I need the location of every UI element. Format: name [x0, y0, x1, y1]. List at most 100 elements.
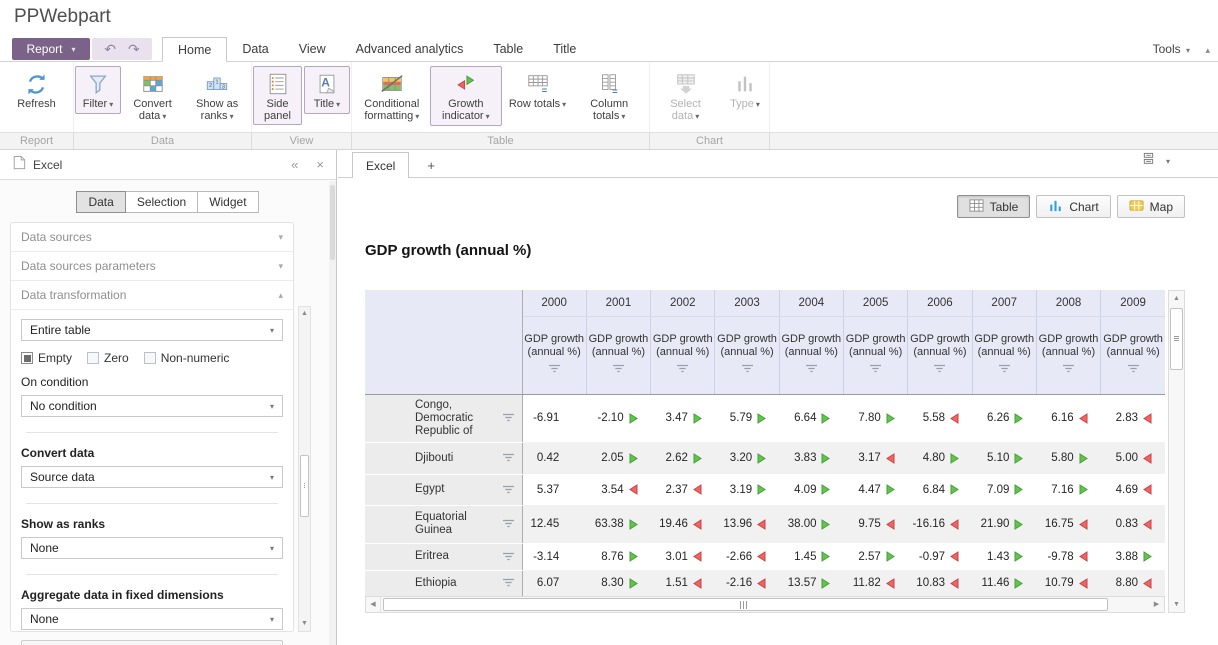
ribbon-tab-home[interactable]: Home: [162, 37, 228, 62]
filter-icon[interactable]: [502, 578, 515, 591]
show-as-ranks-button[interactable]: 2 1 3 Show as ranks ▾: [184, 66, 250, 126]
year-column-header[interactable]: 2003: [714, 290, 780, 317]
chart-view-button[interactable]: Chart: [1036, 195, 1111, 218]
filter-icon[interactable]: [523, 364, 586, 377]
measure-column-header[interactable]: GDP growth (annual %): [650, 316, 715, 395]
filter-icon[interactable]: [973, 364, 1036, 377]
scroll-left-icon[interactable]: ◀: [366, 597, 381, 612]
scrollbar-thumb[interactable]: [383, 598, 1108, 611]
aggregate-select[interactable]: None ▾: [21, 608, 283, 630]
year-column-header[interactable]: 2008: [1035, 290, 1101, 317]
year-column-header[interactable]: 2005: [842, 290, 908, 317]
year-column-header[interactable]: 2000: [521, 290, 587, 317]
year-column-header[interactable]: 2007: [971, 290, 1037, 317]
panel-scrollbar[interactable]: ▲ ▼: [298, 306, 311, 632]
checkbox-zero[interactable]: Zero: [87, 351, 129, 365]
outer-scrollbar-thumb[interactable]: [330, 185, 335, 260]
panel-tab-widget[interactable]: Widget: [197, 191, 259, 213]
section-data-sources-parameters[interactable]: Data sources parameters ▾: [11, 252, 293, 281]
checkbox-empty[interactable]: Empty: [21, 351, 72, 365]
filter-icon[interactable]: [844, 364, 907, 377]
filter-icon: [86, 70, 110, 98]
measure-column-header[interactable]: GDP growth (annual %): [842, 316, 908, 395]
close-panel-icon[interactable]: ×: [316, 157, 324, 172]
widget-tab-excel[interactable]: Excel: [352, 152, 410, 178]
column-totals-button[interactable]: = Column totals ▾: [573, 66, 645, 126]
measure-column-header[interactable]: GDP growth (annual %): [1035, 316, 1101, 395]
scrollbar-thumb[interactable]: [1170, 308, 1183, 370]
section-data-sources[interactable]: Data sources ▾: [11, 223, 293, 252]
measure-column-header[interactable]: GDP growth (annual %): [714, 316, 780, 395]
checkbox-box[interactable]: [21, 352, 33, 364]
row-totals-button[interactable]: = Row totals ▾: [504, 66, 571, 114]
ribbon-tab-view[interactable]: View: [298, 42, 326, 56]
section-data-transformation[interactable]: Data transformation ▴: [11, 281, 293, 310]
collapse-ribbon-button[interactable]: ▴: [1205, 45, 1210, 55]
checkbox-non-numeric[interactable]: Non-numeric: [143, 351, 229, 365]
filter-button[interactable]: Filter ▾: [75, 66, 121, 114]
filter-icon[interactable]: [502, 453, 515, 466]
year-column-header[interactable]: 2001: [585, 290, 651, 317]
filter-icon[interactable]: [502, 413, 515, 426]
checkbox-box[interactable]: [87, 352, 100, 364]
scroll-up-icon[interactable]: ▲: [1173, 295, 1180, 302]
measure-column-header[interactable]: GDP growth (annual %): [521, 316, 587, 395]
conditional-formatting-button[interactable]: Conditional formatting ▾: [356, 66, 428, 126]
ranks-select[interactable]: None ▾: [21, 537, 283, 559]
checkbox-box[interactable]: [143, 352, 156, 364]
convert-data-select[interactable]: Source data ▾: [21, 466, 283, 488]
undo-icon[interactable]: ↶: [104, 40, 116, 57]
condition-select[interactable]: No condition ▾: [21, 395, 283, 417]
scrollbar-thumb[interactable]: [300, 455, 309, 517]
panel-tab-data[interactable]: Data: [76, 191, 126, 213]
measure-column-header[interactable]: GDP growth (annual %): [907, 316, 973, 395]
scroll-up-icon[interactable]: ▲: [301, 310, 308, 317]
year-column-header[interactable]: 2002: [650, 290, 715, 317]
report-menu-button[interactable]: Report ▾: [12, 38, 90, 60]
filter-icon[interactable]: [1037, 364, 1100, 377]
refresh-button[interactable]: Refresh: [12, 66, 61, 113]
filter-icon[interactable]: [502, 485, 515, 498]
filter-icon[interactable]: [502, 519, 515, 532]
year-column-header[interactable]: 2009: [1100, 290, 1165, 317]
redo-icon[interactable]: ↷: [128, 40, 140, 57]
panel-tab-selection[interactable]: Selection: [124, 191, 199, 213]
filter-icon[interactable]: [715, 364, 778, 377]
scroll-down-icon[interactable]: ▼: [1173, 601, 1180, 608]
add-widget-tab-button[interactable]: +: [427, 158, 435, 173]
filter-icon[interactable]: [587, 364, 650, 377]
growth-indicator-button[interactable]: Growth indicator ▾: [429, 66, 502, 126]
ribbon-tab-advanced-analytics[interactable]: Advanced analytics: [355, 42, 464, 56]
table-vertical-scrollbar[interactable]: ▲ ▼: [1168, 290, 1185, 613]
collapse-panel-icon[interactable]: «: [291, 157, 299, 172]
chevron-down-icon[interactable]: ▾: [1165, 156, 1170, 166]
table-view-button[interactable]: Table: [956, 195, 1031, 218]
year-column-header[interactable]: 2006: [907, 290, 973, 317]
measure-column-header[interactable]: GDP growth (annual %): [585, 316, 651, 395]
measure-column-header[interactable]: GDP growth (annual %): [778, 316, 844, 395]
layout-icon[interactable]: [1142, 152, 1155, 170]
year-column-header[interactable]: 2004: [778, 290, 844, 317]
measure-column-header[interactable]: GDP growth (annual %): [1100, 316, 1165, 395]
scroll-down-icon[interactable]: ▼: [301, 620, 308, 627]
outer-scrollbar[interactable]: [329, 181, 336, 645]
ribbon-tab-data[interactable]: Data: [242, 42, 269, 56]
measure-column-header[interactable]: GDP growth (annual %): [971, 316, 1037, 395]
filter-icon[interactable]: [780, 364, 843, 377]
ribbon-tab-title[interactable]: Title: [553, 42, 577, 56]
filter-icon[interactable]: [502, 552, 515, 565]
ribbon-tab-table[interactable]: Table: [493, 42, 524, 56]
filter-icon[interactable]: [651, 364, 714, 377]
convert-data-button[interactable]: Convert data ▾: [123, 66, 182, 126]
filter-icon[interactable]: [1101, 364, 1165, 377]
title-button[interactable]: A Title ▾: [304, 66, 350, 114]
growth-up-icon: [693, 412, 706, 424]
table-horizontal-scrollbar[interactable]: ◀ ▶: [365, 596, 1165, 613]
tools-menu-button[interactable]: Tools ▾: [1152, 42, 1190, 56]
scope-select[interactable]: Entire table ▾: [21, 319, 283, 341]
scroll-right-icon[interactable]: ▶: [1153, 601, 1160, 608]
chevron-down-icon: ▾: [269, 614, 274, 624]
filter-icon[interactable]: [908, 364, 971, 377]
side-panel-button[interactable]: Side panel: [253, 66, 302, 125]
map-view-button[interactable]: Map: [1116, 195, 1185, 218]
